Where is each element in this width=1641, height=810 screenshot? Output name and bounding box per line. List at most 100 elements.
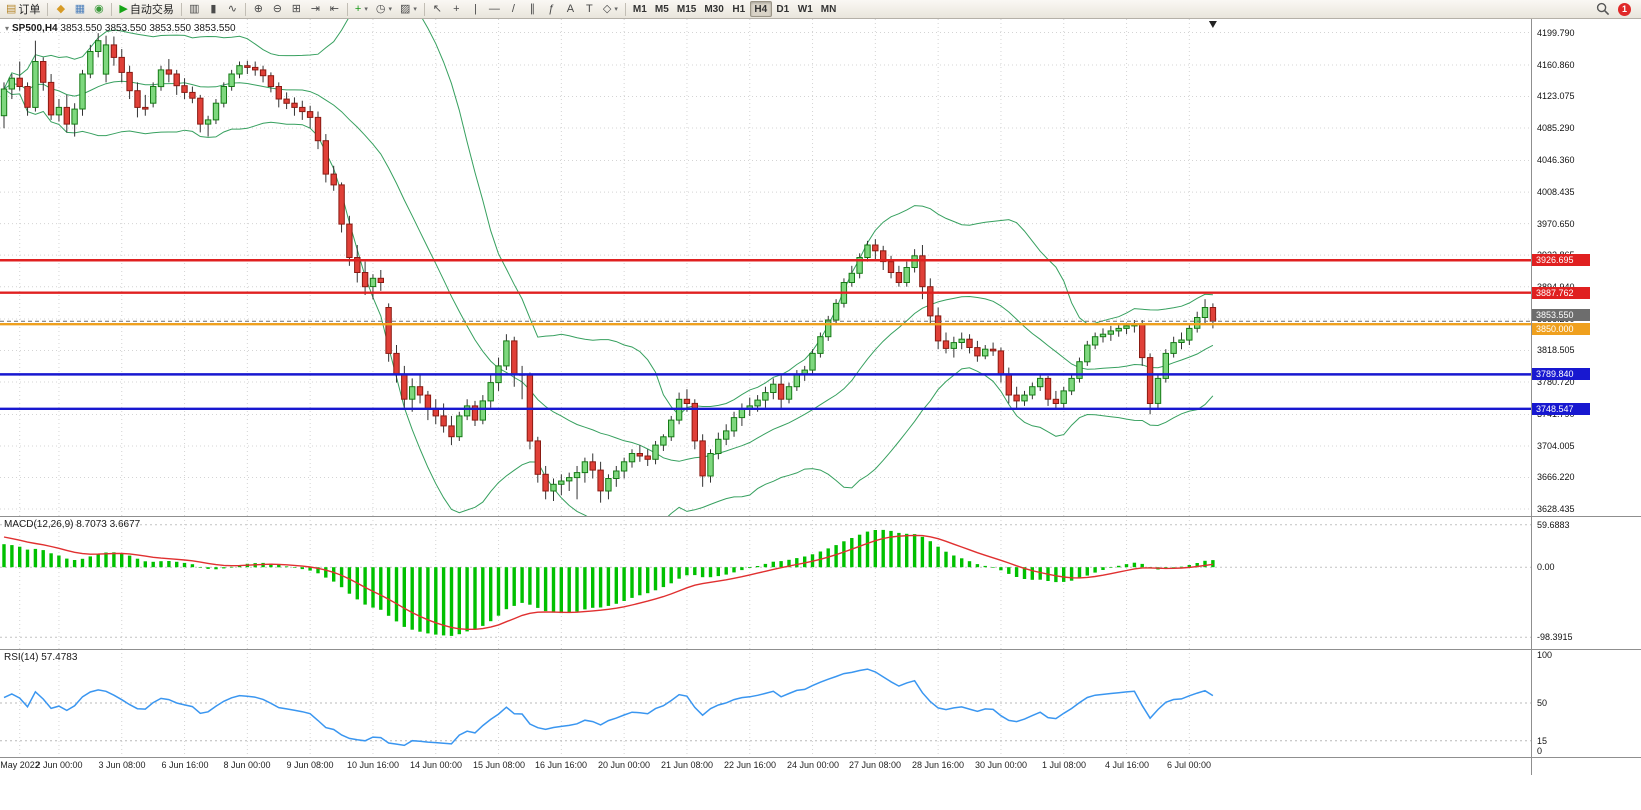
autotrade-button[interactable]: ▶ 自动交易 bbox=[115, 1, 177, 18]
auto-scroll-button[interactable]: ⇥ bbox=[306, 1, 325, 18]
candle bbox=[1037, 377, 1044, 388]
candle bbox=[644, 455, 651, 460]
periods-button[interactable]: ◷ ▾ bbox=[372, 1, 396, 18]
macd-histogram bbox=[2, 529, 1215, 636]
macd-chart[interactable] bbox=[0, 516, 1531, 649]
add-indicator-icon: + bbox=[354, 2, 362, 15]
candle bbox=[942, 340, 950, 349]
time-axis[interactable]: May 2022 2 Jun 00:00 3 Jun 08:00 6 Jun 16:0… bbox=[0, 757, 1531, 775]
text-button[interactable]: A bbox=[561, 1, 580, 18]
timeframe-d1[interactable]: D1 bbox=[776, 3, 790, 15]
price-badge-orange: 3850.000 bbox=[1532, 323, 1590, 335]
candle bbox=[754, 399, 761, 407]
candle bbox=[40, 61, 47, 83]
candle bbox=[220, 86, 228, 104]
macd-axis-label: 59.6883 bbox=[1537, 520, 1570, 530]
candle bbox=[118, 56, 125, 73]
candle bbox=[1201, 307, 1209, 318]
indicators-button[interactable]: + ▾ bbox=[351, 1, 372, 18]
main-chart[interactable] bbox=[0, 19, 1531, 516]
zoom-out-button[interactable]: ⊖ bbox=[268, 1, 287, 18]
notification-badge[interactable]: 1 bbox=[1618, 2, 1631, 16]
candle bbox=[361, 272, 369, 288]
candle bbox=[825, 319, 832, 338]
price-axis-label: 4160.860 bbox=[1537, 60, 1575, 70]
candlestick-button[interactable]: ▮ bbox=[204, 1, 223, 18]
time-axis-label: 3 Jun 08:00 bbox=[98, 760, 146, 770]
chart-shift-button[interactable]: ⇤ bbox=[325, 1, 344, 18]
toolbar-separator bbox=[47, 2, 49, 16]
price-axis[interactable]: 4199.790 4160.860 4123.075 4085.290 4046.360… bbox=[1531, 19, 1641, 516]
candle bbox=[212, 102, 220, 121]
cursor-button[interactable]: ↖ bbox=[428, 1, 447, 18]
candle bbox=[997, 350, 1005, 375]
timeframe-mn[interactable]: MN bbox=[820, 3, 837, 15]
rsi-axis[interactable]: 100 50 15 0 bbox=[1531, 649, 1641, 757]
candle bbox=[895, 272, 903, 283]
shapes-button[interactable]: ◇ ▾ bbox=[599, 1, 622, 18]
timeframe-m5[interactable]: M5 bbox=[654, 3, 669, 15]
bollinger-upper-line bbox=[3, 19, 1213, 416]
candle bbox=[1123, 325, 1130, 329]
one-click-toggle[interactable]: ▾ bbox=[5, 24, 10, 33]
price-badge-blue: 3789.840 bbox=[1532, 368, 1590, 380]
clock-icon: ◷ bbox=[375, 2, 386, 15]
macd-axis[interactable]: 59.6883 0.00 -98.3915 bbox=[1531, 516, 1641, 649]
time-axis-label: 21 Jun 08:00 bbox=[660, 760, 714, 770]
toolbar-separator bbox=[111, 2, 113, 16]
new-order-button[interactable]: ▤ 订单 bbox=[2, 1, 44, 18]
toolbar-separator bbox=[423, 2, 425, 16]
terminal-button[interactable]: ◉ bbox=[89, 1, 108, 18]
tile-windows-button[interactable]: ⊞ bbox=[287, 1, 306, 18]
rsi-axis-label: 100 bbox=[1537, 650, 1553, 660]
fibonacci-button[interactable]: ƒ bbox=[542, 1, 561, 18]
candle bbox=[1186, 327, 1193, 341]
timeframe-m30[interactable]: M30 bbox=[704, 3, 724, 15]
candle bbox=[1029, 386, 1036, 396]
vertical-line-button[interactable]: | bbox=[466, 1, 485, 18]
market-watch-button[interactable]: ◆ bbox=[51, 1, 70, 18]
candle bbox=[605, 478, 612, 492]
search-icon[interactable] bbox=[1596, 2, 1610, 16]
chevron-down-icon: ▾ bbox=[364, 6, 368, 13]
zoom-in-button[interactable]: ⊕ bbox=[249, 1, 268, 18]
candle bbox=[903, 267, 910, 283]
bar-chart-button[interactable]: ▥ bbox=[185, 1, 204, 18]
channel-button[interactable]: ∥ bbox=[523, 1, 542, 18]
candle bbox=[385, 307, 392, 354]
timeframe-w1[interactable]: W1 bbox=[797, 3, 813, 15]
timeframe-m1[interactable]: M1 bbox=[632, 3, 647, 15]
horizontal-line-button[interactable]: — bbox=[485, 1, 504, 18]
trendline-button[interactable]: / bbox=[504, 1, 523, 18]
panel-separator[interactable] bbox=[0, 757, 1641, 758]
candle bbox=[1005, 373, 1012, 396]
bar-chart-icon: ▥ bbox=[189, 2, 200, 15]
grid-layer bbox=[19, 516, 1190, 649]
candle bbox=[668, 419, 675, 438]
panel-separator[interactable] bbox=[0, 649, 1641, 650]
candle bbox=[503, 340, 510, 367]
candle bbox=[204, 119, 212, 125]
rsi-chart[interactable] bbox=[0, 649, 1531, 757]
candle bbox=[927, 286, 934, 317]
candle bbox=[165, 69, 173, 75]
candle bbox=[597, 469, 604, 492]
line-chart-button[interactable]: ∿ bbox=[223, 1, 242, 18]
panel-separator[interactable] bbox=[0, 516, 1641, 517]
timeframe-h4[interactable]: H4 bbox=[749, 1, 772, 17]
price-axis-label: 3780.720 bbox=[1537, 377, 1575, 387]
time-axis-label: 6 Jun 16:00 bbox=[161, 760, 209, 770]
candle bbox=[55, 106, 63, 116]
chevron-down-icon: ▾ bbox=[614, 6, 618, 13]
candle bbox=[770, 383, 777, 394]
timeframe-h1[interactable]: H1 bbox=[732, 3, 746, 15]
label-button[interactable]: T bbox=[580, 1, 599, 18]
navigator-button[interactable]: ▦ bbox=[70, 1, 89, 18]
candle bbox=[393, 352, 400, 375]
crosshair-button[interactable]: + bbox=[447, 1, 466, 18]
templates-button[interactable]: ▨ ▾ bbox=[396, 1, 421, 18]
candle bbox=[628, 453, 636, 463]
timeframe-m15[interactable]: M15 bbox=[676, 3, 697, 15]
price-badge-red: 3926.695 bbox=[1532, 254, 1590, 266]
bollinger-middle-line bbox=[3, 80, 1214, 462]
